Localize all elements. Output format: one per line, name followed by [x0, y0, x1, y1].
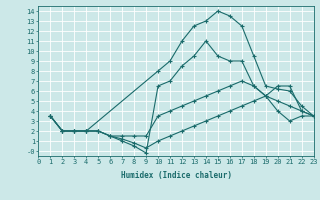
X-axis label: Humidex (Indice chaleur): Humidex (Indice chaleur) — [121, 171, 231, 180]
